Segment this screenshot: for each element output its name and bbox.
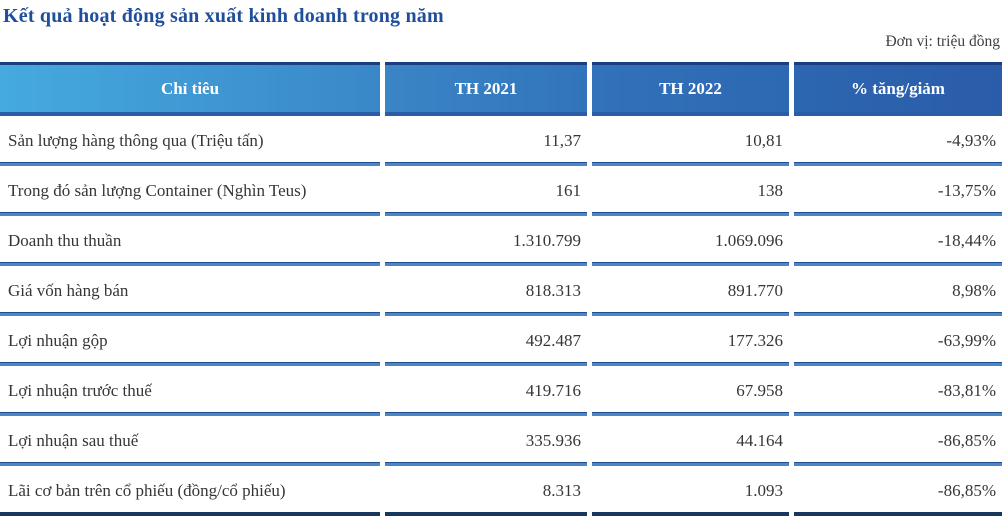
value-th2021-cell: 161 bbox=[385, 166, 587, 216]
row-label-cell: Giá vốn hàng bán bbox=[0, 266, 380, 316]
value-pct-change-cell: -18,44% bbox=[794, 216, 1002, 266]
value-pct-change-cell: -4,93% bbox=[794, 116, 1002, 166]
value-th2022-cell: 44.164 bbox=[592, 416, 789, 466]
unit-note: Đơn vị: triệu đồng bbox=[885, 33, 1000, 50]
value-th2022-cell: 1.093 bbox=[592, 466, 789, 516]
business-results-table: Chỉ tiêu TH 2021 TH 2022 % tăng/giảm Sản… bbox=[0, 62, 1002, 516]
value-pct-change-cell: -86,85% bbox=[794, 416, 1002, 466]
row-label-cell: Trong đó sản lượng Container (Nghìn Teus… bbox=[0, 166, 380, 216]
row-label-cell: Doanh thu thuần bbox=[0, 216, 380, 266]
value-pct-change-cell: -83,81% bbox=[794, 366, 1002, 416]
row-label-cell: Lãi cơ bản trên cổ phiếu (đồng/cổ phiếu) bbox=[0, 466, 380, 516]
value-th2021-cell: 335.936 bbox=[385, 416, 587, 466]
row-label-cell: Lợi nhuận trước thuế bbox=[0, 366, 380, 416]
value-th2021-cell: 419.716 bbox=[385, 366, 587, 416]
value-th2022-cell: 138 bbox=[592, 166, 789, 216]
column-header-pct-change: % tăng/giảm bbox=[794, 62, 1002, 116]
value-th2021-cell: 1.310.799 bbox=[385, 216, 587, 266]
value-th2021-cell: 8.313 bbox=[385, 466, 587, 516]
value-pct-change-cell: -13,75% bbox=[794, 166, 1002, 216]
value-th2022-cell: 891.770 bbox=[592, 266, 789, 316]
value-pct-change-cell: -86,85% bbox=[794, 466, 1002, 516]
value-th2021-cell: 818.313 bbox=[385, 266, 587, 316]
row-label-cell: Lợi nhuận sau thuế bbox=[0, 416, 380, 466]
value-pct-change-cell: 8,98% bbox=[794, 266, 1002, 316]
value-th2021-cell: 492.487 bbox=[385, 316, 587, 366]
value-th2022-cell: 177.326 bbox=[592, 316, 789, 366]
value-th2022-cell: 67.958 bbox=[592, 366, 789, 416]
column-header-th-2021: TH 2021 bbox=[385, 62, 587, 116]
value-th2022-cell: 10,81 bbox=[592, 116, 789, 166]
column-header-th-2022: TH 2022 bbox=[592, 62, 789, 116]
value-th2022-cell: 1.069.096 bbox=[592, 216, 789, 266]
row-label-cell: Sản lượng hàng thông qua (Triệu tấn) bbox=[0, 116, 380, 166]
value-th2021-cell: 11,37 bbox=[385, 116, 587, 166]
column-header-chi-tieu: Chỉ tiêu bbox=[0, 62, 380, 116]
row-label-cell: Lợi nhuận gộp bbox=[0, 316, 380, 366]
value-pct-change-cell: -63,99% bbox=[794, 316, 1002, 366]
page-title: Kết quả hoạt động sản xuất kinh doanh tr… bbox=[3, 5, 444, 27]
